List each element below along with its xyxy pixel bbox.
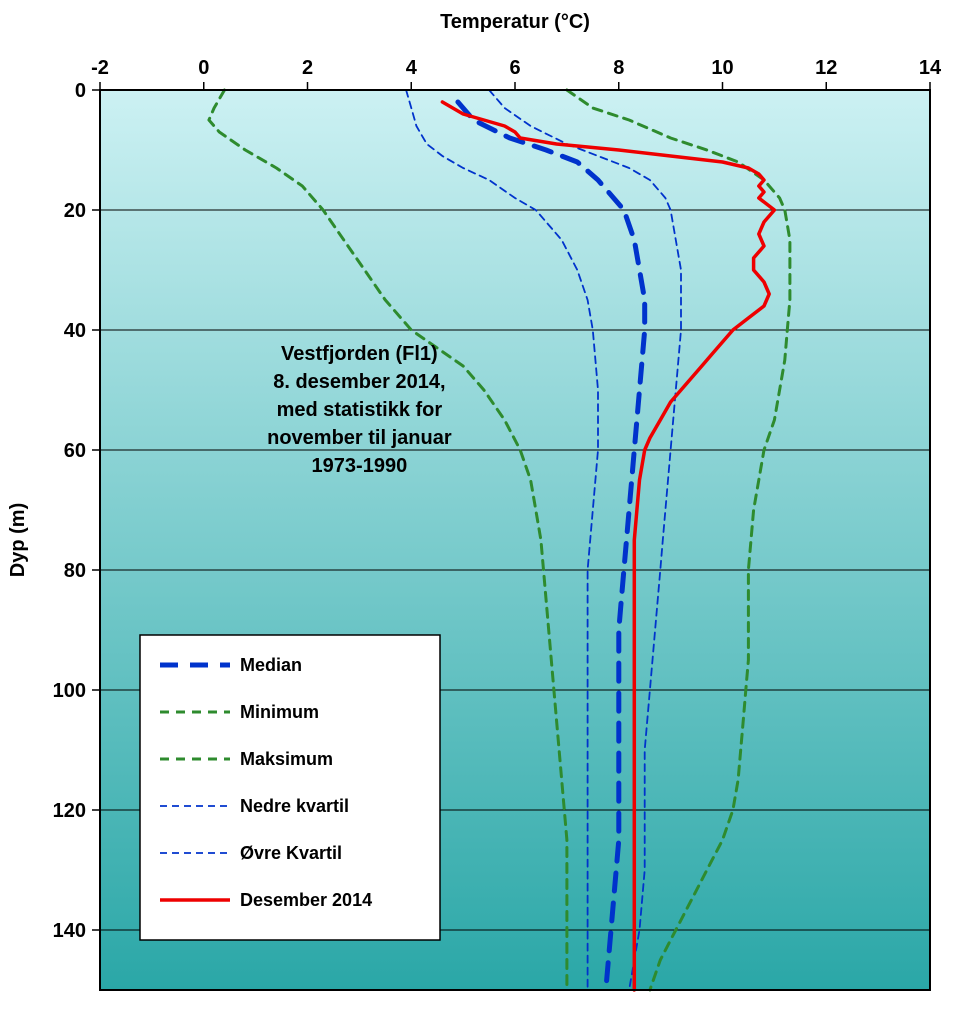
xtick-label: 8 [613,57,624,79]
legend-label: Median [240,655,302,675]
ytick-label: 20 [64,200,86,222]
annotation-line: med statistikk for [277,399,443,421]
legend-label: Desember 2014 [240,890,372,910]
ytick-label: 0 [75,80,86,102]
legend-label: Øvre Kvartil [240,843,342,863]
xtick-label: 2 [302,57,313,79]
ytick-label: 120 [53,800,86,822]
ytick-label: 80 [64,560,86,582]
annotation-line: Vestfjorden (Fl1) [281,343,438,365]
ytick-label: 100 [53,680,86,702]
xtick-label: 4 [406,57,418,79]
xtick-label: 14 [919,57,942,79]
legend-label: Nedre kvartil [240,796,349,816]
chart-svg: -202468101214020406080100120140Temperatu… [0,0,967,1020]
y-axis-title: Dyp (m) [7,503,29,577]
legend-label: Minimum [240,702,319,722]
xtick-label: -2 [91,57,109,79]
xtick-label: 12 [815,57,837,79]
annotation-line: november til januar [267,427,452,449]
xtick-label: 6 [509,57,520,79]
ytick-label: 140 [53,920,86,942]
xtick-label: 10 [711,57,733,79]
annotation-line: 8. desember 2014, [273,371,445,393]
temperature-depth-chart: -202468101214020406080100120140Temperatu… [0,0,967,1020]
legend-label: Maksimum [240,749,333,769]
ytick-label: 40 [64,320,86,342]
x-axis-title: Temperatur (°C) [440,11,590,33]
xtick-label: 0 [198,57,209,79]
annotation-line: 1973-1990 [312,455,408,477]
ytick-label: 60 [64,440,86,462]
